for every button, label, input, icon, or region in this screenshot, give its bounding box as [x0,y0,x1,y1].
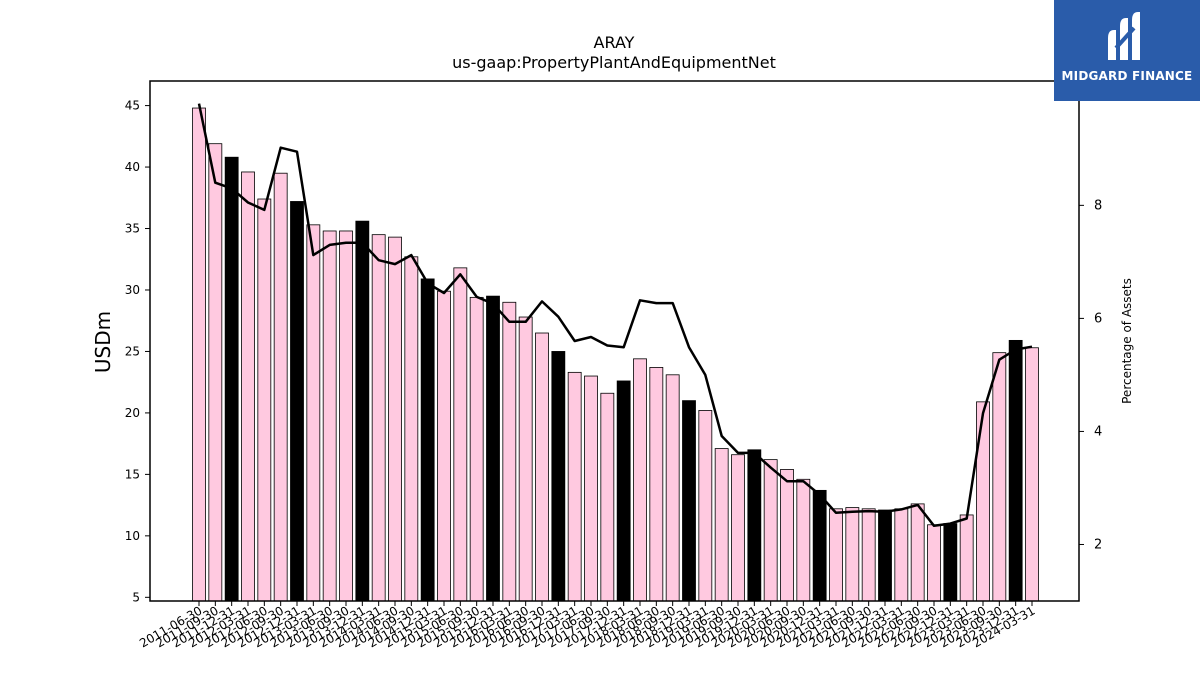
bar [535,332,549,602]
bar [796,478,811,602]
bar [208,143,223,602]
bar [812,489,827,602]
y-tick-label: 20 [125,406,140,420]
bar [290,201,304,602]
bars-layer [192,107,1039,602]
bar [845,507,860,602]
y-tick-label: 35 [125,222,140,236]
y-tick-label: 25 [125,344,140,358]
bar [714,448,729,602]
bar [241,171,255,602]
bar [192,107,206,602]
bar [649,367,664,602]
bar [257,198,272,602]
bar [322,230,337,602]
y2-tick-label: 6 [1094,311,1102,326]
bar [959,514,974,602]
bar [861,508,876,602]
y-tick-label: 30 [125,283,140,297]
brand-logo: MIDGARD FINANCE [1054,0,1200,101]
y2-tick-label: 2 [1094,537,1102,552]
bar [665,374,680,602]
bar [633,358,647,602]
y-tick-label: 5 [132,590,140,604]
bar [1025,347,1039,602]
bar [829,508,843,602]
y-tick-label: 15 [125,467,140,481]
bar [224,156,239,602]
bar [698,410,713,602]
percentage-line [197,103,1033,528]
bar [437,290,451,602]
bar [420,278,435,602]
bar [371,234,386,602]
bar [780,469,794,602]
bar [747,449,762,602]
bar [404,256,419,602]
y-tick-label: 45 [125,99,140,113]
y-tick-label: 40 [125,160,140,174]
bar [992,352,1007,602]
bar [469,296,484,602]
bar [355,220,370,602]
bar [731,454,745,602]
bar [927,524,941,602]
bar [388,236,402,602]
y-axis-label: USDm [91,311,115,373]
bar [486,295,500,602]
bar [567,371,582,602]
bar [616,380,631,602]
bar [878,509,892,602]
line-layer [197,103,1033,528]
chart-title: ARAY [594,33,635,52]
bar [763,459,778,602]
y2-tick-label: 4 [1094,424,1102,439]
axes-layer: 5101520253035404524682011-06-302011-09-3… [125,99,1103,651]
bar [551,351,566,602]
bar [502,301,517,602]
bar [584,375,598,602]
bar [273,172,288,602]
plot-frame [149,80,1080,602]
bar [1008,339,1023,602]
chart-subtitle: us-gaap:PropertyPlantAndEquipmentNet [452,53,776,72]
brand-mark-icon [1108,12,1140,60]
bar [682,400,696,602]
y2-axis-label: Percentage of Assets [1120,278,1134,404]
bar [518,316,533,602]
y-tick-label: 10 [125,529,140,543]
bar [943,523,958,602]
bar [976,401,990,602]
bar [306,224,321,602]
bar [600,392,615,602]
bar [894,508,909,602]
y2-tick-label: 8 [1094,198,1102,213]
bar [339,230,353,602]
brand-name: MIDGARD FINANCE [1061,69,1193,83]
bar [453,267,468,602]
bar [910,503,925,602]
